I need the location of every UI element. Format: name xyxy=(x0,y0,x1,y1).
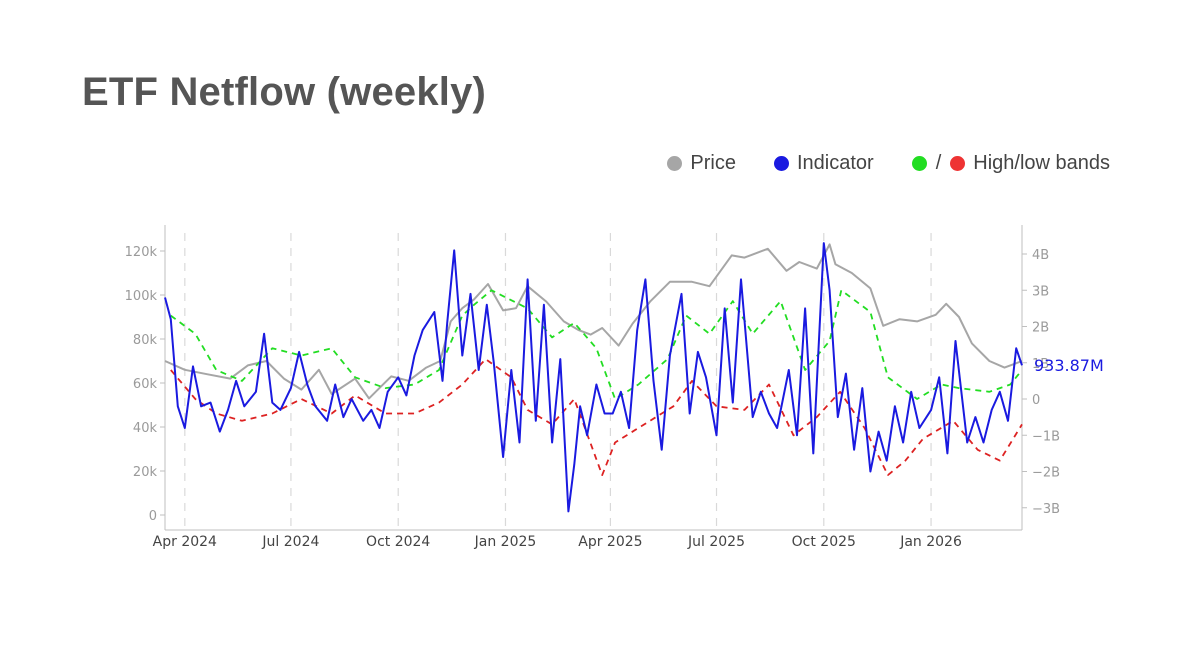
x-tick-label: Jan 2025 xyxy=(474,534,537,550)
legend-label-price: Price xyxy=(690,152,736,174)
y-right-tick-label: 0 xyxy=(1032,393,1040,408)
y-right-tick-label: 1B xyxy=(1032,357,1049,372)
x-tick-label: Apr 2024 xyxy=(153,534,217,550)
legend-label-bands: High/low bands xyxy=(973,152,1110,174)
high-band-legend-dot-icon xyxy=(911,156,927,171)
x-tick-label: Apr 2025 xyxy=(578,534,642,550)
last-value-label: 933.87M xyxy=(1034,356,1104,375)
grid-layer xyxy=(184,233,932,530)
y-left-tick-label: 100k xyxy=(125,289,158,304)
y-left-tick-label: 20k xyxy=(133,465,158,480)
x-tick-label: Jul 2025 xyxy=(687,534,745,550)
y-right-tick-label: −2B xyxy=(1032,466,1060,481)
price-legend-dot-icon xyxy=(667,156,683,171)
y-left-tick-label: 40k xyxy=(133,421,158,436)
y-right-tick-label: 2B xyxy=(1032,321,1049,336)
low-band-legend-dot-icon xyxy=(950,156,966,171)
y-left-tick-label: 0 xyxy=(149,509,157,524)
indicator-line xyxy=(164,242,1023,513)
price-line xyxy=(164,243,1023,400)
label-layer: 933.87M xyxy=(1034,356,1104,375)
y-left-tick-label: 80k xyxy=(133,333,158,348)
axis-layer: Apr 2024 Jul 2024 Oct 2024 Jan 2025 Apr 2025… xyxy=(125,225,1060,550)
x-tick-label: Oct 2024 xyxy=(366,534,430,550)
legend-slash: / xyxy=(935,152,942,174)
y-right-tick-label: 4B xyxy=(1032,248,1049,263)
y-left-tick-label: 120k xyxy=(125,245,158,260)
y-right-tick-label: 3B xyxy=(1032,284,1049,299)
legend-item-price[interactable]: Price xyxy=(667,152,736,175)
y-right-tick-label: −3B xyxy=(1032,502,1060,517)
page-title: ETF Netflow (weekly) xyxy=(82,70,487,114)
y-left-tick-label: 60k xyxy=(133,377,158,392)
chart-legend: Price Indicator / High/low bands xyxy=(667,152,1110,175)
x-tick-label: Jan 2026 xyxy=(899,534,962,550)
series-layer xyxy=(164,242,1023,513)
legend-label-indicator: Indicator xyxy=(796,152,874,174)
legend-item-bands[interactable]: / High/low bands xyxy=(911,152,1110,175)
x-tick-label: Jul 2024 xyxy=(261,534,319,550)
high-band-line xyxy=(170,289,1023,400)
legend-item-indicator[interactable]: Indicator xyxy=(773,152,874,175)
x-tick-label: Oct 2025 xyxy=(792,534,856,550)
indicator-legend-dot-icon xyxy=(773,156,789,171)
low-band-line xyxy=(170,358,1023,477)
y-right-tick-label: −1B xyxy=(1032,429,1060,444)
